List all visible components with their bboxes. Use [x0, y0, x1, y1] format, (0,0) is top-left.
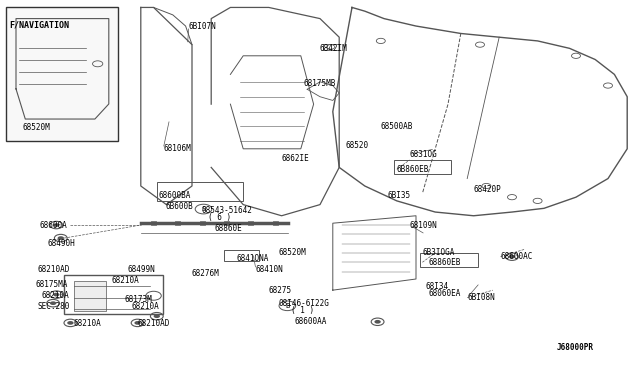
Text: 6B3IOGA: 6B3IOGA [422, 248, 455, 257]
Circle shape [374, 320, 381, 324]
Text: 68410N: 68410N [256, 265, 284, 274]
Text: 68109N: 68109N [410, 221, 437, 230]
Bar [6, 7, 118, 141]
Text: ( 1 ): ( 1 ) [291, 306, 314, 315]
Text: 68499N: 68499N [128, 265, 156, 274]
Text: 68210AD: 68210AD [138, 319, 170, 328]
Bar [200, 221, 205, 225]
Text: 6BI07N: 6BI07N [189, 22, 216, 31]
Bar [157, 182, 243, 201]
Bar [64, 275, 163, 314]
Bar [224, 250, 259, 261]
Text: 68860EB: 68860EB [429, 258, 461, 267]
Text: 68210A: 68210A [42, 291, 69, 300]
Text: 6841ONA: 6841ONA [237, 254, 269, 263]
Circle shape [58, 236, 64, 240]
Text: SEC.280: SEC.280 [37, 302, 70, 311]
Circle shape [50, 301, 56, 305]
Text: 68600AC: 68600AC [500, 252, 533, 261]
Bar [151, 221, 156, 225]
Text: 68210A: 68210A [74, 319, 101, 328]
Circle shape [154, 314, 160, 318]
Text: 08I46-6I22G: 08I46-6I22G [278, 299, 329, 308]
Text: 68520M: 68520M [278, 248, 306, 257]
Text: 68175MA: 68175MA [35, 280, 68, 289]
Text: 6842IM: 6842IM [320, 44, 348, 53]
Text: 6BI35: 6BI35 [387, 191, 410, 200]
Circle shape [134, 321, 141, 325]
Text: 68520M: 68520M [22, 123, 50, 132]
Bar [273, 221, 278, 225]
Text: 68500AB: 68500AB [381, 122, 413, 131]
Text: 68420P: 68420P [474, 185, 501, 194]
Text: 6831OG: 6831OG [410, 150, 437, 159]
Text: ( 6 ): ( 6 ) [208, 213, 231, 222]
Text: 68210AD: 68210AD [37, 265, 70, 274]
Text: 68276M: 68276M [192, 269, 220, 278]
Text: F/NAVIGATION: F/NAVIGATION [10, 20, 70, 29]
Circle shape [53, 293, 60, 296]
Circle shape [67, 321, 74, 325]
Text: S: S [202, 206, 205, 212]
Bar [74, 281, 106, 311]
Text: 68210A: 68210A [112, 276, 140, 285]
Text: 68210A: 68210A [131, 302, 159, 311]
Bar [175, 221, 180, 225]
Text: 68860E: 68860E [214, 224, 242, 233]
Text: 68600A: 68600A [40, 221, 67, 230]
Text: 68600AA: 68600AA [294, 317, 327, 326]
Text: 6BI08N: 6BI08N [467, 293, 495, 302]
Bar [248, 221, 253, 225]
Text: 68I34: 68I34 [426, 282, 449, 291]
Text: 68490H: 68490H [48, 239, 76, 248]
Text: 6B860EB: 6B860EB [397, 165, 429, 174]
Text: 68173M: 68173M [125, 295, 152, 304]
Text: 68600BA: 68600BA [159, 191, 191, 200]
Text: 68520: 68520 [346, 141, 369, 150]
Text: 68060EA: 68060EA [429, 289, 461, 298]
Circle shape [509, 255, 515, 259]
Text: B: B [285, 303, 289, 309]
Text: 6862IE: 6862IE [282, 154, 309, 163]
Bar [224, 221, 229, 225]
Text: 68106M: 68106M [163, 144, 191, 153]
Text: 68175MB: 68175MB [304, 79, 337, 88]
Text: 68275: 68275 [269, 286, 292, 295]
Circle shape [53, 223, 60, 227]
Text: 08543-51642: 08543-51642 [202, 206, 252, 215]
Bar [420, 253, 478, 267]
Text: J68000PR: J68000PR [557, 343, 594, 352]
Bar [323, 44, 339, 50]
Bar [394, 160, 451, 174]
Text: 6B600B: 6B600B [165, 202, 193, 211]
